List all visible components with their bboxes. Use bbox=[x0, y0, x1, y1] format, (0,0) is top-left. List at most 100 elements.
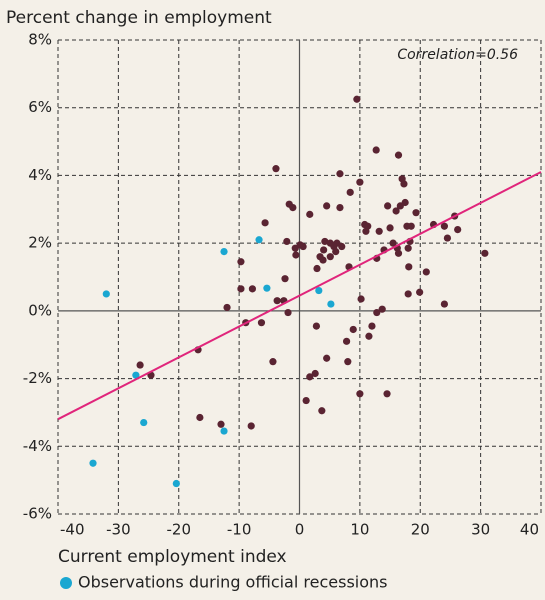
point bbox=[248, 285, 257, 293]
point bbox=[404, 244, 412, 252]
point bbox=[323, 354, 331, 362]
x-tick-label: -10 bbox=[227, 521, 252, 539]
point bbox=[386, 224, 394, 232]
point bbox=[312, 322, 321, 330]
y-tick-label: 2% bbox=[28, 234, 52, 252]
point bbox=[338, 242, 346, 251]
point bbox=[362, 227, 370, 235]
point bbox=[172, 479, 180, 488]
x-tick-label: 20 bbox=[411, 521, 430, 539]
point bbox=[344, 358, 352, 366]
point bbox=[383, 390, 391, 398]
point bbox=[384, 202, 392, 210]
y-tick-label: 4% bbox=[28, 166, 52, 184]
point bbox=[220, 248, 228, 256]
point bbox=[440, 300, 448, 308]
point bbox=[284, 308, 292, 317]
legend-marker bbox=[60, 577, 72, 589]
point bbox=[315, 286, 323, 295]
point bbox=[102, 290, 110, 298]
point bbox=[346, 188, 354, 196]
y-tick-label: -2% bbox=[23, 369, 52, 387]
x-axis-title: Current employment index bbox=[58, 547, 287, 567]
point bbox=[416, 288, 424, 296]
point bbox=[356, 178, 364, 186]
point bbox=[320, 246, 328, 254]
point bbox=[342, 337, 351, 345]
point bbox=[404, 290, 412, 298]
x-tick-label: 40 bbox=[520, 521, 539, 539]
point bbox=[392, 207, 400, 215]
y-tick-label: 6% bbox=[28, 98, 52, 116]
point bbox=[412, 209, 420, 217]
trend-line bbox=[57, 171, 542, 421]
point bbox=[311, 369, 319, 378]
point bbox=[321, 237, 329, 246]
point bbox=[378, 305, 386, 313]
point bbox=[261, 219, 269, 227]
point bbox=[255, 236, 263, 244]
point bbox=[223, 303, 231, 312]
point bbox=[136, 361, 144, 369]
point bbox=[375, 227, 383, 235]
point bbox=[389, 239, 397, 247]
point bbox=[481, 249, 489, 257]
point bbox=[454, 226, 462, 234]
y-tick-label: 8% bbox=[28, 31, 52, 49]
point bbox=[89, 459, 97, 467]
point bbox=[220, 427, 228, 435]
point bbox=[281, 275, 289, 283]
point bbox=[407, 222, 415, 230]
chart-title: Percent change in employment bbox=[6, 8, 272, 28]
point bbox=[237, 258, 245, 266]
point bbox=[349, 325, 357, 334]
point bbox=[318, 407, 326, 415]
x-tick-label: -40 bbox=[60, 521, 85, 539]
point bbox=[292, 251, 300, 259]
point bbox=[132, 371, 140, 379]
x-tick-label: 30 bbox=[471, 521, 490, 539]
point bbox=[306, 373, 314, 381]
point bbox=[368, 322, 376, 330]
x-tick-label: -30 bbox=[106, 521, 131, 539]
point bbox=[327, 300, 335, 308]
point bbox=[336, 203, 344, 212]
point bbox=[422, 268, 430, 276]
y-tick-label: -4% bbox=[23, 437, 52, 455]
y-tick-label: -6% bbox=[23, 505, 52, 523]
point bbox=[299, 242, 307, 251]
point bbox=[373, 308, 381, 317]
point bbox=[306, 210, 314, 218]
point bbox=[257, 319, 266, 327]
point bbox=[401, 198, 409, 207]
point bbox=[319, 256, 327, 264]
point bbox=[394, 151, 403, 159]
y-tick-label: 0% bbox=[28, 301, 52, 319]
x-tick-label: 10 bbox=[350, 521, 369, 539]
x-tick-label: -20 bbox=[167, 521, 192, 539]
point bbox=[332, 248, 340, 256]
point bbox=[357, 295, 365, 303]
point bbox=[237, 285, 245, 293]
point bbox=[289, 203, 297, 212]
annotation: Correlation=0.56 bbox=[397, 47, 518, 63]
point bbox=[400, 180, 408, 188]
point bbox=[443, 234, 452, 242]
point bbox=[326, 253, 334, 261]
point bbox=[140, 418, 148, 427]
point bbox=[269, 358, 277, 366]
point bbox=[217, 420, 225, 428]
x-tick-label: 0 bbox=[295, 521, 305, 539]
point bbox=[273, 297, 281, 305]
point bbox=[272, 165, 280, 173]
point bbox=[196, 413, 204, 422]
point bbox=[372, 146, 380, 154]
point bbox=[283, 237, 291, 246]
point bbox=[440, 222, 448, 230]
point bbox=[313, 264, 321, 273]
point bbox=[336, 170, 344, 178]
legend-label: Observations during official recessions bbox=[78, 573, 387, 592]
point bbox=[323, 202, 331, 210]
point bbox=[405, 263, 413, 271]
